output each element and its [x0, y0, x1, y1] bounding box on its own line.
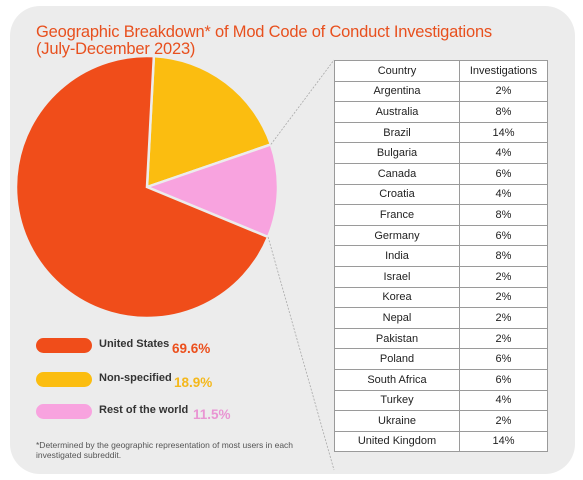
connector-line-top — [270, 59, 335, 145]
investigations-cell: 2% — [459, 80, 548, 103]
chart-title: Geographic Breakdown* of Mod Code of Con… — [36, 23, 492, 58]
table-row: Nepal 2% — [334, 307, 548, 329]
legend-value-united-states: 69.6% — [172, 341, 211, 356]
table-header-row: Country Investigations — [334, 60, 548, 82]
table-row: Australia 8% — [334, 101, 548, 123]
legend-value-rest-of-world: 11.5% — [193, 407, 231, 422]
investigations-cell: 14% — [459, 121, 548, 144]
table-row: South Africa 6% — [334, 368, 548, 391]
investigations-cell: 8% — [459, 245, 548, 267]
country-cell: Croatia — [334, 183, 460, 206]
table-row: Ukraine 2% — [334, 410, 548, 432]
investigations-cell: 6% — [459, 162, 548, 185]
country-cell: Pakistan — [334, 327, 460, 350]
investigations-cell: 8% — [459, 101, 548, 123]
country-cell: South Africa — [334, 368, 460, 391]
investigations-cell: 2% — [459, 327, 548, 350]
legend-label-united-states: United States — [99, 338, 170, 350]
investigations-cell: 6% — [459, 224, 548, 247]
table-row: India 8% — [334, 245, 548, 267]
table-row: Pakistan 2% — [334, 327, 548, 350]
legend-swatch-rest-of-world — [36, 404, 92, 419]
pie-slice-united-states — [14, 54, 270, 320]
investigations-cell: 6% — [459, 368, 548, 391]
country-cell: Bulgaria — [334, 142, 460, 164]
column-header-investigations: Investigations — [459, 60, 548, 82]
legend-swatch-non-specified — [36, 372, 92, 387]
country-cell: Argentina — [334, 80, 460, 103]
investigations-cell: 2% — [459, 286, 548, 309]
table-row: Canada 6% — [334, 162, 548, 185]
table-row: Germany 6% — [334, 224, 548, 247]
country-cell: Turkey — [334, 389, 460, 412]
pie-slice-rest-of-the-world — [143, 142, 280, 239]
investigations-cell: 2% — [459, 410, 548, 432]
footnote: *Determined by the geographic representa… — [36, 440, 294, 460]
table-row: Bulgaria 4% — [334, 142, 548, 164]
legend-label-rest-of-world: Rest of the world — [99, 404, 189, 416]
country-cell: India — [334, 245, 460, 267]
country-cell: Germany — [334, 224, 460, 247]
country-cell: Brazil — [334, 121, 460, 144]
table-row: Argentina 2% — [334, 80, 548, 103]
country-cell: Israel — [334, 265, 460, 288]
table-row: Korea 2% — [334, 286, 548, 309]
connector-line-bottom — [267, 236, 335, 471]
table-row: Brazil 14% — [334, 121, 548, 144]
table-row: France 8% — [334, 204, 548, 226]
column-header-country: Country — [334, 60, 460, 82]
country-cell: Ukraine — [334, 410, 460, 432]
table-row: Israel 2% — [334, 265, 548, 288]
country-cell: United Kingdom — [334, 430, 460, 453]
table-row: Turkey 4% — [334, 389, 548, 412]
legend-value-non-specified: 18.9% — [174, 375, 213, 390]
investigations-cell: 2% — [459, 265, 548, 288]
investigations-cell: 4% — [459, 183, 548, 206]
country-cell: Poland — [334, 348, 460, 370]
country-cell: Canada — [334, 162, 460, 185]
investigations-cell: 14% — [459, 430, 548, 453]
table-row: United Kingdom 14% — [334, 430, 548, 453]
investigations-cell: 4% — [459, 389, 548, 412]
legend-swatch-united-states — [36, 338, 92, 353]
connector-lines — [267, 59, 335, 471]
country-cell: Australia — [334, 101, 460, 123]
table-row: Poland 6% — [334, 348, 548, 370]
country-table: Country Investigations Argentina 2% Austra… — [334, 60, 548, 453]
investigations-cell: 6% — [459, 348, 548, 370]
legend-label-non-specified: Non-specified — [99, 372, 172, 384]
table-body: Argentina 2% Australia 8% Brazil 14% Bulgaria 4… — [334, 80, 548, 453]
investigations-cell: 2% — [459, 307, 548, 329]
investigations-cell: 8% — [459, 204, 548, 226]
investigations-cell: 4% — [459, 142, 548, 164]
pie-slices — [14, 54, 280, 320]
country-cell: France — [334, 204, 460, 226]
table-row: Croatia 4% — [334, 183, 548, 206]
country-cell: Nepal — [334, 307, 460, 329]
country-cell: Korea — [334, 286, 460, 309]
